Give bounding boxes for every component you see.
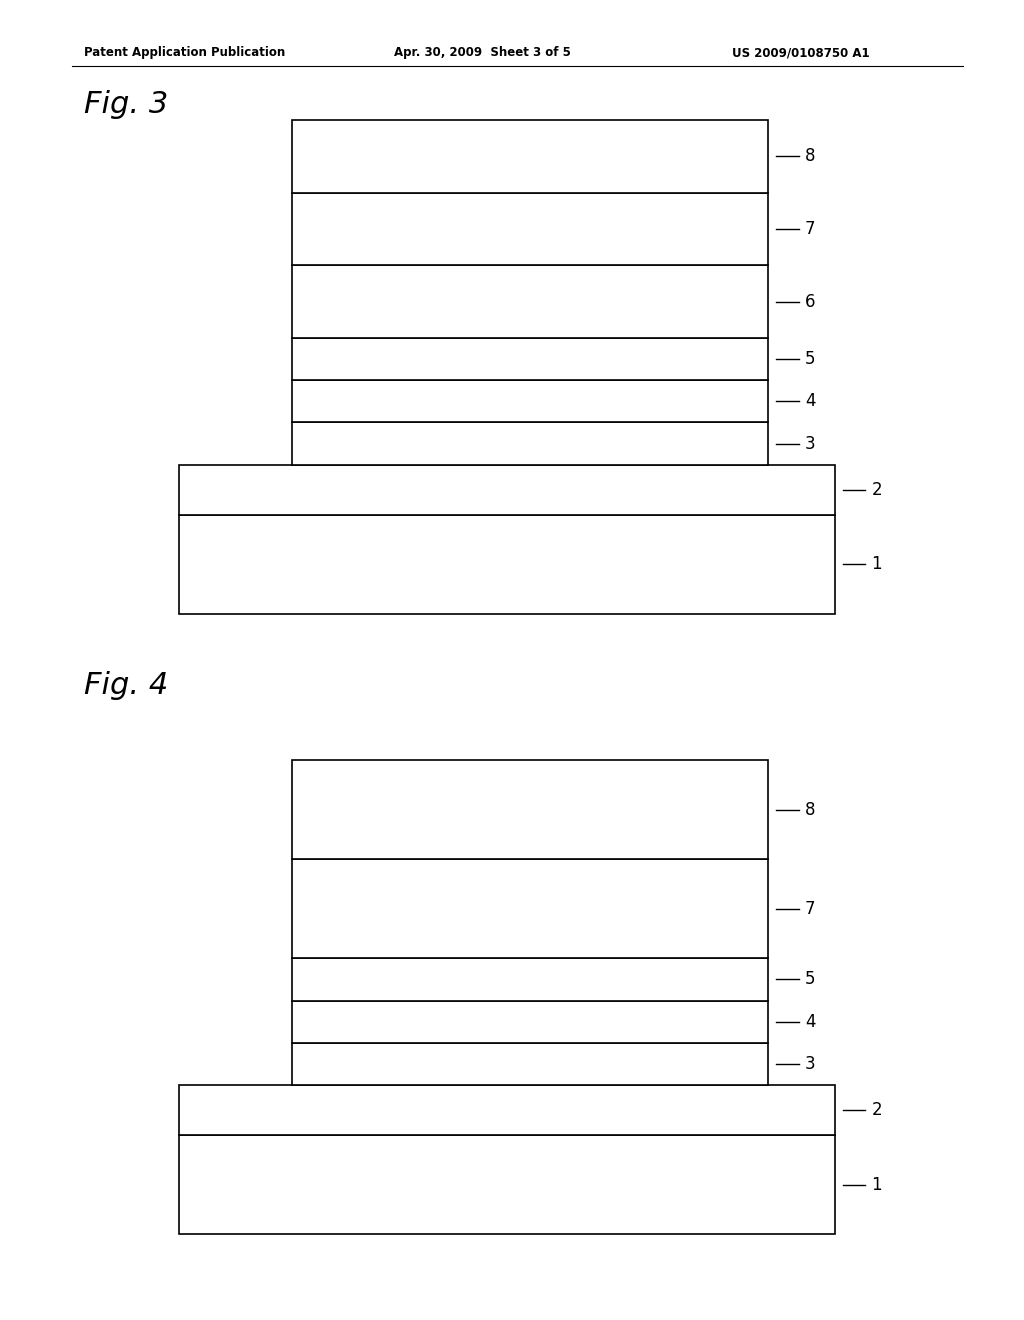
- Text: 4: 4: [805, 1012, 815, 1031]
- Text: 3: 3: [805, 1055, 815, 1073]
- Bar: [179, 1085, 835, 1135]
- Text: 4: 4: [805, 392, 815, 411]
- Text: 3: 3: [805, 434, 815, 453]
- Text: 8: 8: [805, 801, 815, 818]
- Text: 2: 2: [871, 480, 882, 499]
- Text: 1: 1: [871, 556, 882, 573]
- Text: Patent Application Publication: Patent Application Publication: [84, 46, 286, 59]
- Text: 6: 6: [805, 293, 815, 310]
- Text: 8: 8: [805, 148, 815, 165]
- Text: 7: 7: [805, 900, 815, 917]
- Bar: [292, 859, 768, 958]
- Bar: [292, 265, 768, 338]
- Bar: [292, 422, 768, 465]
- Text: Fig. 4: Fig. 4: [84, 671, 168, 700]
- Bar: [292, 958, 768, 1001]
- Bar: [179, 515, 835, 614]
- Bar: [292, 338, 768, 380]
- Bar: [292, 1043, 768, 1085]
- Bar: [292, 1001, 768, 1043]
- Text: 5: 5: [805, 350, 815, 368]
- Text: Apr. 30, 2009  Sheet 3 of 5: Apr. 30, 2009 Sheet 3 of 5: [394, 46, 571, 59]
- Text: US 2009/0108750 A1: US 2009/0108750 A1: [732, 46, 869, 59]
- Text: 1: 1: [871, 1176, 882, 1193]
- Bar: [292, 120, 768, 193]
- Bar: [292, 760, 768, 859]
- Bar: [292, 380, 768, 422]
- Text: 7: 7: [805, 220, 815, 238]
- Text: 5: 5: [805, 970, 815, 989]
- Bar: [292, 193, 768, 265]
- Text: 2: 2: [871, 1101, 882, 1119]
- Bar: [179, 465, 835, 515]
- Bar: [179, 1135, 835, 1234]
- Text: Fig. 3: Fig. 3: [84, 90, 168, 119]
